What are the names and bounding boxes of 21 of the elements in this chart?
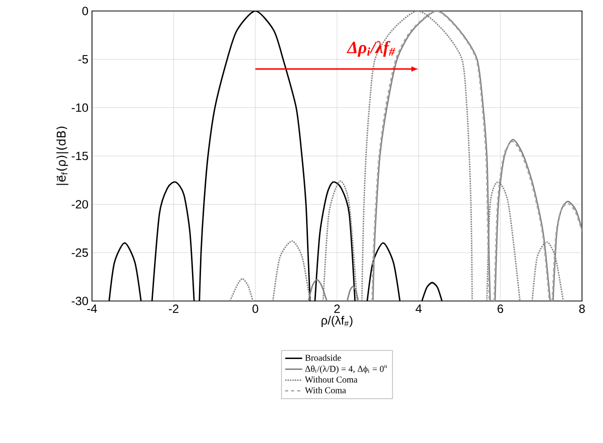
x-tick-label: 8 — [579, 304, 585, 313]
legend-label: Broadside — [305, 354, 341, 361]
x-tick-label: 6 — [498, 304, 504, 313]
legend-label: Without Coma — [304, 376, 358, 383]
annotation: Δρ$_{i}$/λf$_{#}$ — [346, 40, 396, 57]
x-tick-label: 0 — [252, 304, 258, 313]
y-axis-title: |e⃗$_{f}$(ρ)|(dB) — [56, 126, 68, 185]
y-tick-label: 0 — [82, 6, 88, 16]
y-tick-label: -10 — [72, 103, 88, 112]
y-tick-label: -30 — [72, 296, 88, 306]
y-tick-label: -20 — [72, 200, 88, 209]
legend-label: Δθ$_{i}$/(λ/D) = 4, Δϕ$_{i}$ = 0$^{o}$ — [305, 365, 387, 374]
y-tick-label: -5 — [78, 55, 88, 64]
x-tick-label: -2 — [168, 304, 178, 313]
y-tick-label: -15 — [72, 152, 88, 160]
y-tick-label: -25 — [72, 248, 88, 257]
legend-label: With Coma — [304, 386, 346, 394]
x-tick-label: 4 — [416, 304, 422, 313]
x-axis-title: ρ/(λf$_{#}$) — [322, 316, 352, 327]
x-tick-label: -4 — [87, 304, 97, 313]
x-tick-label: 2 — [334, 304, 340, 313]
